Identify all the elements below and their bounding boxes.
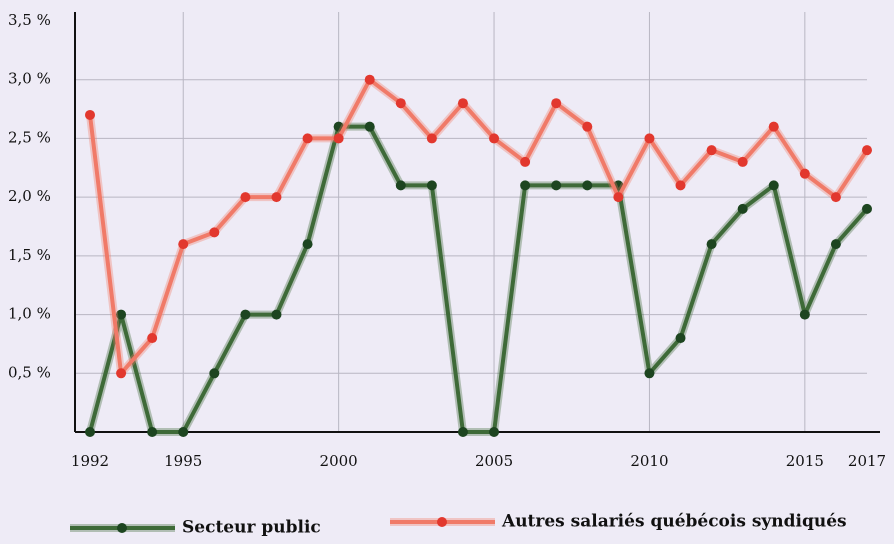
- point: [426, 180, 437, 191]
- point: [147, 333, 158, 344]
- point: [209, 227, 220, 238]
- series-line: [88, 77, 869, 376]
- point: [302, 239, 313, 250]
- point: [489, 427, 500, 437]
- point: [737, 156, 748, 167]
- point: [333, 133, 344, 144]
- point: [271, 309, 282, 320]
- x-tick-label: 1995: [164, 452, 202, 470]
- legend-marker: [117, 523, 127, 533]
- point: [830, 192, 841, 203]
- point: [830, 239, 841, 250]
- series-line: [88, 124, 869, 434]
- x-tick-label: 2017: [848, 452, 886, 470]
- point: [862, 203, 872, 214]
- point: [426, 133, 437, 144]
- point: [116, 309, 127, 320]
- point: [116, 368, 127, 379]
- point: [551, 98, 562, 109]
- point: [85, 427, 95, 437]
- y-tick-label: 2,0 %: [8, 187, 51, 205]
- point: [551, 180, 562, 191]
- point: [147, 427, 158, 437]
- point: [240, 192, 251, 203]
- x-tick-label: 2005: [475, 452, 513, 470]
- point: [395, 98, 406, 109]
- x-tick-label: 2000: [320, 452, 358, 470]
- point: [644, 368, 655, 379]
- point: [178, 427, 189, 437]
- point: [520, 156, 531, 167]
- x-tick-label: 2010: [630, 452, 668, 470]
- point: [457, 98, 468, 109]
- legend-marker: [437, 517, 447, 527]
- legend-label: Autres salariés québécois syndiqués: [501, 512, 847, 532]
- point: [489, 133, 500, 144]
- y-tick-label: 0,5 %: [8, 363, 51, 381]
- y-tick-label: 1,5 %: [8, 246, 51, 264]
- point: [178, 239, 189, 250]
- point: [799, 309, 810, 320]
- point: [582, 121, 593, 132]
- point: [457, 427, 468, 437]
- point: [302, 133, 313, 144]
- x-tick-label: 1992: [71, 452, 109, 470]
- point: [737, 203, 748, 214]
- point: [582, 180, 593, 191]
- point: [768, 121, 779, 132]
- x-tick-label: 2015: [786, 452, 824, 470]
- point: [333, 121, 344, 132]
- point: [706, 239, 717, 250]
- point: [675, 180, 686, 191]
- point: [675, 333, 686, 344]
- y-tick-label: 2,5 %: [8, 128, 51, 146]
- point: [364, 74, 375, 85]
- point: [613, 192, 624, 203]
- point: [271, 192, 282, 203]
- point: [240, 309, 251, 320]
- point: [644, 133, 655, 144]
- point: [364, 121, 375, 132]
- y-tick-label: 1,0 %: [8, 305, 51, 323]
- point: [85, 109, 95, 120]
- point: [395, 180, 406, 191]
- point: [520, 180, 531, 191]
- point: [706, 145, 717, 156]
- y-tick-label: 3,5 %: [8, 11, 51, 29]
- point: [799, 168, 810, 179]
- legend-label: Secteur public: [182, 518, 321, 538]
- point: [209, 368, 220, 379]
- point: [862, 145, 872, 156]
- y-tick-label: 3,0 %: [8, 70, 51, 88]
- point: [768, 180, 779, 191]
